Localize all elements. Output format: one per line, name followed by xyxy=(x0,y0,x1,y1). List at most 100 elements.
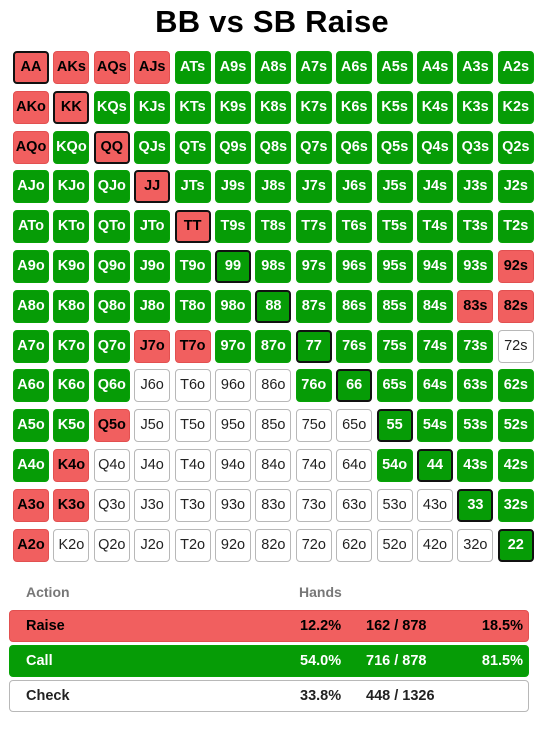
hand-cell[interactable]: 92o xyxy=(215,528,251,562)
hand-cell[interactable]: 96o xyxy=(215,369,251,403)
hand-cell[interactable]: K3s xyxy=(457,90,494,124)
hand-cell[interactable]: 55 xyxy=(376,409,413,443)
hand-cell[interactable]: T2o xyxy=(174,528,211,562)
hand-cell[interactable]: K2s xyxy=(497,90,534,124)
hand-cell[interactable]: A3o xyxy=(13,488,49,522)
hand-cell[interactable]: A5o xyxy=(13,409,49,443)
hand-cell[interactable]: A7s xyxy=(295,51,332,84)
hand-cell[interactable]: 63o xyxy=(336,488,373,522)
hand-cell[interactable]: J5s xyxy=(376,170,413,204)
hand-cell[interactable]: A8o xyxy=(13,289,49,323)
hand-cell[interactable]: T8o xyxy=(174,289,211,323)
hand-cell[interactable]: A3s xyxy=(457,51,494,84)
hand-cell[interactable]: 64s xyxy=(417,369,453,403)
hand-cell[interactable]: AQo xyxy=(13,130,49,164)
hand-cell[interactable]: 84s xyxy=(417,289,453,323)
hand-cell[interactable]: 93s xyxy=(457,250,494,283)
hand-cell[interactable]: 76s xyxy=(336,329,373,363)
hand-cell[interactable]: Q8s xyxy=(255,130,292,164)
hand-cell[interactable]: J2o xyxy=(134,528,171,562)
hand-cell[interactable]: Q9o xyxy=(93,250,130,283)
hand-cell[interactable]: 96s xyxy=(336,250,373,283)
hand-cell[interactable]: J3s xyxy=(457,170,494,204)
hand-cell[interactable]: K3o xyxy=(53,488,90,522)
hand-cell[interactable]: 32o xyxy=(457,528,494,562)
hand-cell[interactable]: 83s xyxy=(457,289,494,323)
hand-cell[interactable]: JJ xyxy=(134,170,171,204)
hand-cell[interactable]: 95o xyxy=(215,409,251,443)
hand-cell[interactable]: 75o xyxy=(295,409,332,443)
hand-cell[interactable]: ATo xyxy=(13,210,49,244)
hand-cell[interactable]: A7o xyxy=(13,329,49,363)
hand-cell[interactable]: 32s xyxy=(497,488,534,522)
hand-cell[interactable]: AA xyxy=(13,51,49,84)
hand-cell[interactable]: Q7s xyxy=(295,130,332,164)
hand-cell[interactable]: 83o xyxy=(255,488,292,522)
hand-cell[interactable]: 62o xyxy=(336,528,373,562)
hand-cell[interactable]: Q6s xyxy=(336,130,373,164)
hand-cell[interactable]: A2s xyxy=(497,51,534,84)
hand-cell[interactable]: A4o xyxy=(13,449,49,482)
hand-cell[interactable]: K6s xyxy=(336,90,373,124)
hand-cell[interactable]: 88 xyxy=(255,289,292,323)
hand-cell[interactable]: 53o xyxy=(376,488,413,522)
hand-cell[interactable]: K7o xyxy=(53,329,90,363)
hand-cell[interactable]: Q5o xyxy=(93,409,130,443)
hand-cell[interactable]: 74o xyxy=(295,449,332,482)
hand-cell[interactable]: 97s xyxy=(295,250,332,283)
hand-cell[interactable]: 72s xyxy=(497,329,534,363)
hand-cell[interactable]: QJs xyxy=(134,130,171,164)
hand-cell[interactable]: 94s xyxy=(417,250,453,283)
hand-cell[interactable]: 66 xyxy=(336,369,373,403)
hand-cell[interactable]: 43o xyxy=(417,488,453,522)
hand-cell[interactable]: KTs xyxy=(174,90,211,124)
hand-cell[interactable]: K9o xyxy=(53,250,90,283)
hand-cell[interactable]: KTo xyxy=(53,210,90,244)
hand-cell[interactable]: 65s xyxy=(376,369,413,403)
hand-cell[interactable]: J7o xyxy=(134,329,171,363)
hand-cell[interactable]: J8s xyxy=(255,170,292,204)
hand-cell[interactable]: KJs xyxy=(134,90,171,124)
hand-cell[interactable]: 86o xyxy=(255,369,292,403)
hand-cell[interactable]: A8s xyxy=(255,51,292,84)
hand-cell[interactable]: 64o xyxy=(336,449,373,482)
hand-cell[interactable]: 94o xyxy=(215,449,251,482)
hand-cell[interactable]: 93o xyxy=(215,488,251,522)
hand-cell[interactable]: A2o xyxy=(13,528,49,562)
hand-cell[interactable]: 82s xyxy=(497,289,534,323)
hand-cell[interactable]: 95s xyxy=(376,250,413,283)
hand-cell[interactable]: KQs xyxy=(93,90,130,124)
hand-cell[interactable]: K8o xyxy=(53,289,90,323)
hand-cell[interactable]: 73s xyxy=(457,329,494,363)
hand-cell[interactable]: J5o xyxy=(134,409,171,443)
hand-cell[interactable]: K2o xyxy=(53,528,90,562)
hand-cell[interactable]: T8s xyxy=(255,210,292,244)
hand-cell[interactable]: 44 xyxy=(417,449,453,482)
hand-cell[interactable]: 87s xyxy=(295,289,332,323)
hand-cell[interactable]: 42o xyxy=(417,528,453,562)
hand-cell[interactable]: K5s xyxy=(376,90,413,124)
hand-cell[interactable]: 53s xyxy=(457,409,494,443)
hand-cell[interactable]: Q8o xyxy=(93,289,130,323)
hand-cell[interactable]: Q3s xyxy=(457,130,494,164)
hand-cell[interactable]: 85s xyxy=(376,289,413,323)
hand-cell[interactable]: 86s xyxy=(336,289,373,323)
hand-cell[interactable]: A6o xyxy=(13,369,49,403)
hand-cell[interactable]: 77 xyxy=(295,329,332,363)
hand-cell[interactable]: Q5s xyxy=(376,130,413,164)
hand-cell[interactable]: ATs xyxy=(174,51,211,84)
hand-cell[interactable]: 98o xyxy=(215,289,251,323)
hand-cell[interactable]: 54o xyxy=(376,449,413,482)
hand-cell[interactable]: KK xyxy=(53,90,90,124)
hand-cell[interactable]: 98s xyxy=(255,250,292,283)
hand-cell[interactable]: T3o xyxy=(174,488,211,522)
hand-cell[interactable]: 75s xyxy=(376,329,413,363)
hand-cell[interactable]: T4o xyxy=(174,449,211,482)
hand-cell[interactable]: 54s xyxy=(417,409,453,443)
hand-cell[interactable]: A9s xyxy=(215,51,251,84)
hand-cell[interactable]: J4o xyxy=(134,449,171,482)
hand-cell[interactable]: A5s xyxy=(376,51,413,84)
hand-cell[interactable]: T3s xyxy=(457,210,494,244)
hand-cell[interactable]: T7o xyxy=(174,329,211,363)
hand-cell[interactable]: AJo xyxy=(13,170,49,204)
